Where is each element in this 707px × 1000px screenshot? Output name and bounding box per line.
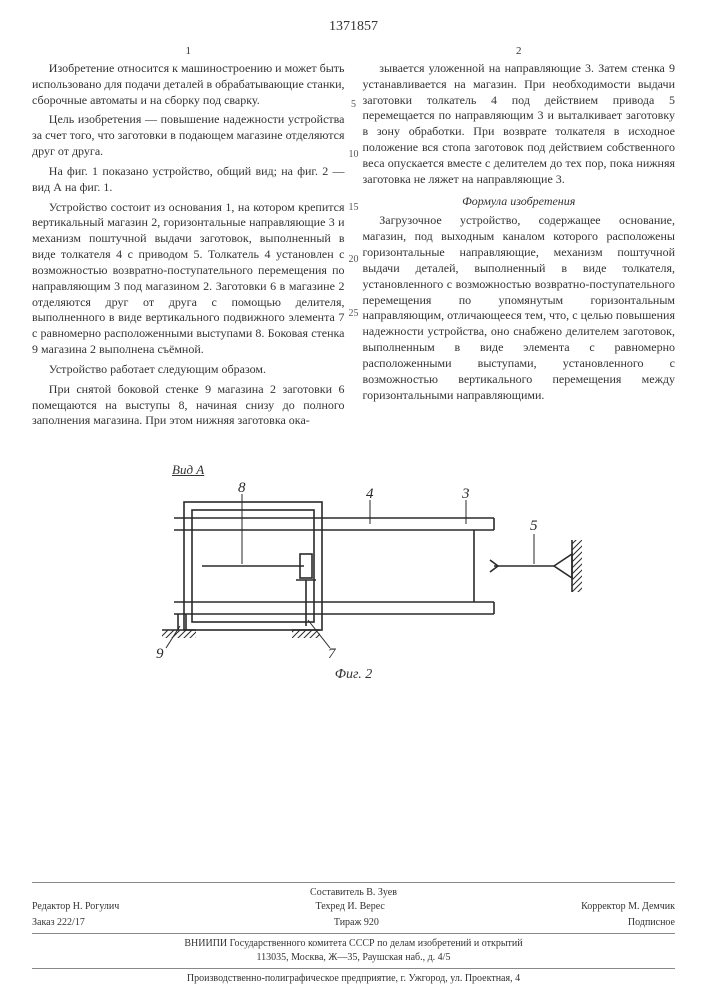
page: 1371857 1 Изобретение относится к машино… — [0, 0, 707, 1000]
right-col-number: 2 — [363, 44, 676, 59]
figure-caption-bottom: Фиг. 2 — [335, 666, 373, 684]
footer-techred: Техред И. Верес — [315, 900, 384, 914]
fig-label-9: 9 — [156, 646, 164, 660]
fig-label-5: 5 — [530, 518, 538, 534]
left-para-6: При снятой боковой стенке 9 магазина 2 з… — [32, 382, 345, 429]
right-para-1: зывается уложенной на направляющие 3. За… — [363, 61, 676, 188]
formula-heading: Формула изобретения — [363, 194, 676, 210]
fig-label-3a: 3 — [461, 486, 470, 502]
line-number-10: 10 — [349, 148, 359, 161]
footer: Составитель В. Зуев Редактор Н. Рогулич … — [32, 879, 675, 986]
footer-address2: Производственно-полиграфическое предприя… — [32, 972, 675, 986]
footer-editor: Редактор Н. Рогулич — [32, 900, 119, 914]
left-col-number: 1 — [32, 44, 345, 59]
left-column: 1 Изобретение относится к машиностроению… — [32, 44, 345, 433]
figure-block: Вид А — [32, 461, 675, 685]
patent-number: 1371857 — [32, 18, 675, 36]
left-para-1: Изобретение относится к машиностроению и… — [32, 61, 345, 108]
footer-corrector: Корректор М. Демчик — [581, 900, 675, 914]
line-number-25: 25 — [349, 307, 359, 320]
left-para-4: Устройство состоит из основания 1, на ко… — [32, 200, 345, 358]
left-para-3: На фиг. 1 показано устройство, общий вид… — [32, 164, 345, 196]
fig-label-4: 4 — [366, 486, 374, 502]
fig-label-8: 8 — [238, 480, 246, 496]
line-number-20: 20 — [349, 253, 359, 266]
footer-vniipi: ВНИИПИ Государственного комитета СССР по… — [32, 937, 675, 951]
left-para-5: Устройство работает следующим образом. — [32, 362, 345, 378]
right-para-claim: Загрузочное устройство, содержащее основ… — [363, 213, 676, 403]
line-number-15: 15 — [349, 201, 359, 214]
figure-caption-top: Вид А — [172, 461, 204, 478]
footer-address1: 113035, Москва, Ж—35, Раушская наб., д. … — [32, 951, 675, 965]
fig-label-7: 7 — [328, 646, 337, 660]
footer-subscription: Подписное — [628, 916, 675, 930]
line-number-5: 5 — [351, 98, 356, 111]
footer-order: Заказ 222/17 — [32, 916, 85, 930]
footer-compiler: Составитель В. Зуев — [32, 886, 675, 900]
footer-tirage: Тираж 920 — [334, 916, 379, 930]
left-para-2: Цель изобретения — повышение надежности … — [32, 112, 345, 159]
figure-svg: 8 4 3 5 9 7 — [114, 480, 594, 660]
right-column: 2 зывается уложенной на направляющие 3. … — [363, 44, 676, 433]
